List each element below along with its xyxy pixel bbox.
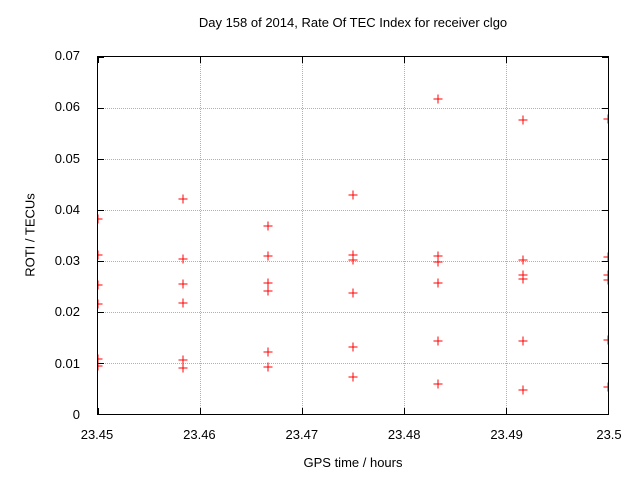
y-gridline	[98, 108, 608, 109]
x-tick-mark	[98, 408, 99, 414]
x-tick-mark	[506, 408, 507, 414]
x-gridline	[404, 57, 405, 414]
y-tick-mark	[98, 57, 104, 58]
data-point	[433, 257, 443, 266]
y-tick-mark	[602, 57, 608, 58]
y-tick-mark	[98, 210, 104, 211]
y-tick-mark	[98, 414, 104, 415]
y-gridline	[98, 210, 608, 211]
x-tick-mark	[404, 408, 405, 414]
data-point	[518, 274, 528, 284]
data-point	[603, 382, 608, 392]
data-point	[178, 363, 188, 373]
data-point	[263, 362, 273, 372]
y-tick-label: 0.05	[54, 150, 80, 166]
x-tick-label: 23.5	[596, 427, 622, 442]
data-point	[98, 354, 103, 364]
y-gridline	[98, 312, 608, 313]
plot-area	[97, 56, 609, 415]
x-gridline	[506, 57, 507, 414]
y-tick-label: 0.02	[54, 304, 80, 320]
x-tick-mark	[506, 57, 507, 63]
data-point	[348, 288, 358, 298]
y-tick-mark	[602, 414, 608, 415]
chart-title: Day 158 of 2014, Rate Of TEC Index for r…	[198, 15, 508, 30]
data-point	[348, 342, 358, 352]
x-tick-mark	[302, 57, 303, 63]
x-tick-label: 23.49	[490, 427, 523, 442]
data-point	[603, 275, 608, 285]
data-point	[348, 255, 358, 265]
data-point	[433, 379, 443, 389]
data-point	[518, 385, 528, 395]
data-point	[518, 115, 528, 125]
data-point	[603, 270, 608, 280]
y-tick-label: 0	[72, 407, 80, 422]
data-point	[263, 251, 273, 261]
data-point	[348, 372, 358, 382]
data-point	[518, 336, 528, 346]
y-tick-label: 0.07	[54, 48, 80, 63]
data-point	[603, 114, 608, 124]
data-point	[263, 286, 273, 296]
y-tick-label: 0.03	[54, 253, 80, 269]
x-tick-label: 23.46	[183, 427, 216, 442]
y-tick-mark	[602, 261, 608, 262]
x-tick-mark	[302, 408, 303, 414]
data-point	[348, 250, 358, 260]
y-tick-mark	[98, 108, 104, 109]
x-tick-mark	[200, 57, 201, 63]
x-tick-mark	[404, 57, 405, 63]
y-tick-mark	[602, 312, 608, 313]
data-point	[263, 347, 273, 357]
data-point	[263, 221, 273, 231]
data-point	[433, 94, 443, 104]
data-point	[348, 190, 358, 200]
y-tick-mark	[602, 363, 608, 364]
data-point	[98, 214, 103, 224]
y-gridline	[98, 159, 608, 160]
data-point	[98, 361, 103, 371]
data-point	[178, 254, 188, 264]
y-tick-label: 0.04	[54, 201, 80, 217]
x-tick-mark	[608, 408, 609, 414]
x-tick-label: 23.47	[285, 427, 319, 442]
y-tick-mark	[98, 363, 104, 364]
y-tick-label: 0.06	[54, 99, 80, 115]
y-tick-mark	[602, 210, 608, 211]
x-tick-label: 23.45	[80, 427, 114, 442]
data-point	[178, 194, 188, 204]
y-tick-mark	[98, 159, 104, 160]
y-tick-mark	[98, 261, 104, 262]
data-point	[98, 299, 103, 309]
data-point	[178, 298, 188, 308]
data-point	[263, 278, 273, 288]
y-tick-mark	[602, 159, 608, 160]
data-point	[98, 280, 103, 290]
data-point	[178, 279, 188, 289]
x-tick-mark	[200, 408, 201, 414]
y-tick-mark	[98, 312, 104, 313]
data-point	[603, 252, 608, 262]
data-point	[433, 251, 443, 261]
x-axis-label: GPS time / hours	[303, 455, 403, 470]
data-point	[178, 355, 188, 365]
x-gridline	[200, 57, 201, 414]
x-tick-mark	[608, 57, 609, 63]
y-gridline	[98, 363, 608, 364]
data-point	[433, 336, 443, 346]
data-point	[603, 335, 608, 345]
x-gridline	[302, 57, 303, 414]
data-point	[98, 250, 103, 260]
y-tick-label: 0.01	[54, 355, 80, 371]
y-tick-mark	[602, 108, 608, 109]
x-tick-mark	[98, 57, 99, 63]
data-point	[433, 278, 443, 288]
x-tick-label: 23.48	[387, 427, 421, 442]
data-point	[518, 255, 528, 265]
